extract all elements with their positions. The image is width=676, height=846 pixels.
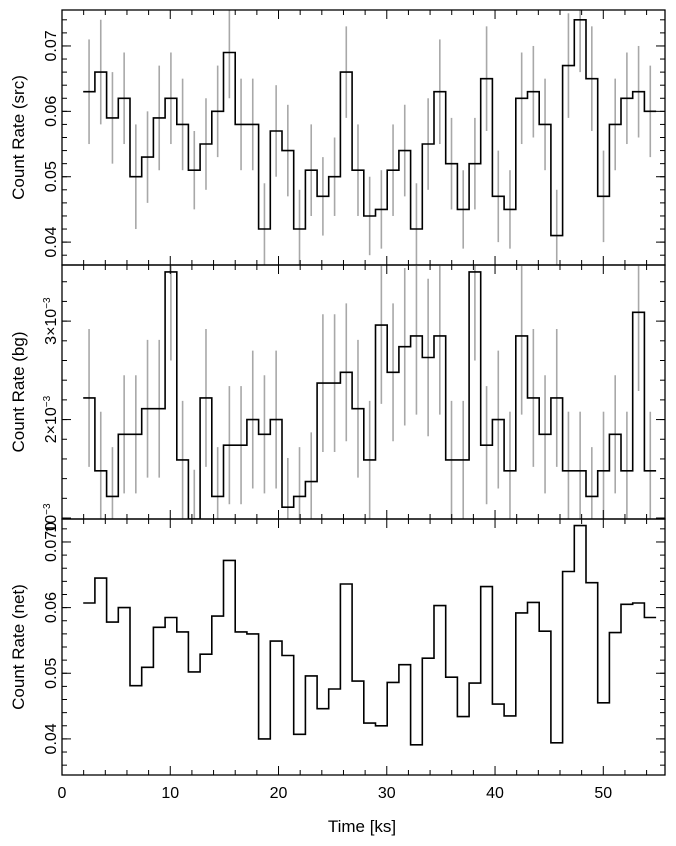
x-tick-label: 30 — [378, 785, 396, 802]
y-axis-label-net: Count Rate (net) — [9, 584, 28, 710]
x-axis-label: Time [ks] — [328, 817, 396, 836]
y-tick-label-bg: 2×10−3 — [42, 395, 60, 443]
series-line-bg — [83, 271, 657, 519]
y-tick-label-src: 0.06 — [43, 96, 60, 127]
x-tick-label: 20 — [270, 785, 288, 802]
series-line-net — [83, 524, 657, 746]
y-axis-label-bg: Count Rate (bg) — [9, 332, 28, 453]
y-axis-label-src: Count Rate (src) — [9, 75, 28, 200]
y-tick-label-src: 0.07 — [43, 30, 60, 61]
series-line-src — [83, 19, 657, 237]
y-tick-label-net: 0.070 — [43, 522, 60, 562]
panel-src: 0.04 0.05 0.06 0.07 Count Rate (src) — [9, 9, 666, 266]
y-tick-label-bg: 3×10−3 — [42, 297, 60, 345]
x-tick-label: 40 — [486, 785, 504, 802]
y-tick-label-net: 0.05 — [43, 658, 60, 689]
y-tick-label-net: 0.04 — [43, 723, 60, 754]
x-axis: 0 10 20 30 40 50 — [58, 785, 613, 802]
y-tick-label-bg: 10−3 — [42, 503, 60, 533]
x-tick-label: 50 — [594, 785, 612, 802]
y-tick-label-net: 0.06 — [43, 592, 60, 623]
panel-frame-bg — [61, 264, 666, 520]
x-tick-label: 10 — [161, 785, 179, 802]
y-tick-label-src: 0.05 — [43, 161, 60, 192]
x-tick-label: 0 — [58, 785, 67, 802]
y-tick-label-src: 0.04 — [43, 226, 60, 257]
panel-net: 0.04 0.05 0.06 0.070 Count Rate (net) — [9, 518, 666, 776]
panel-bg: 10−3 2×10−3 3×10−3 Count Rate (bg) — [9, 264, 666, 533]
